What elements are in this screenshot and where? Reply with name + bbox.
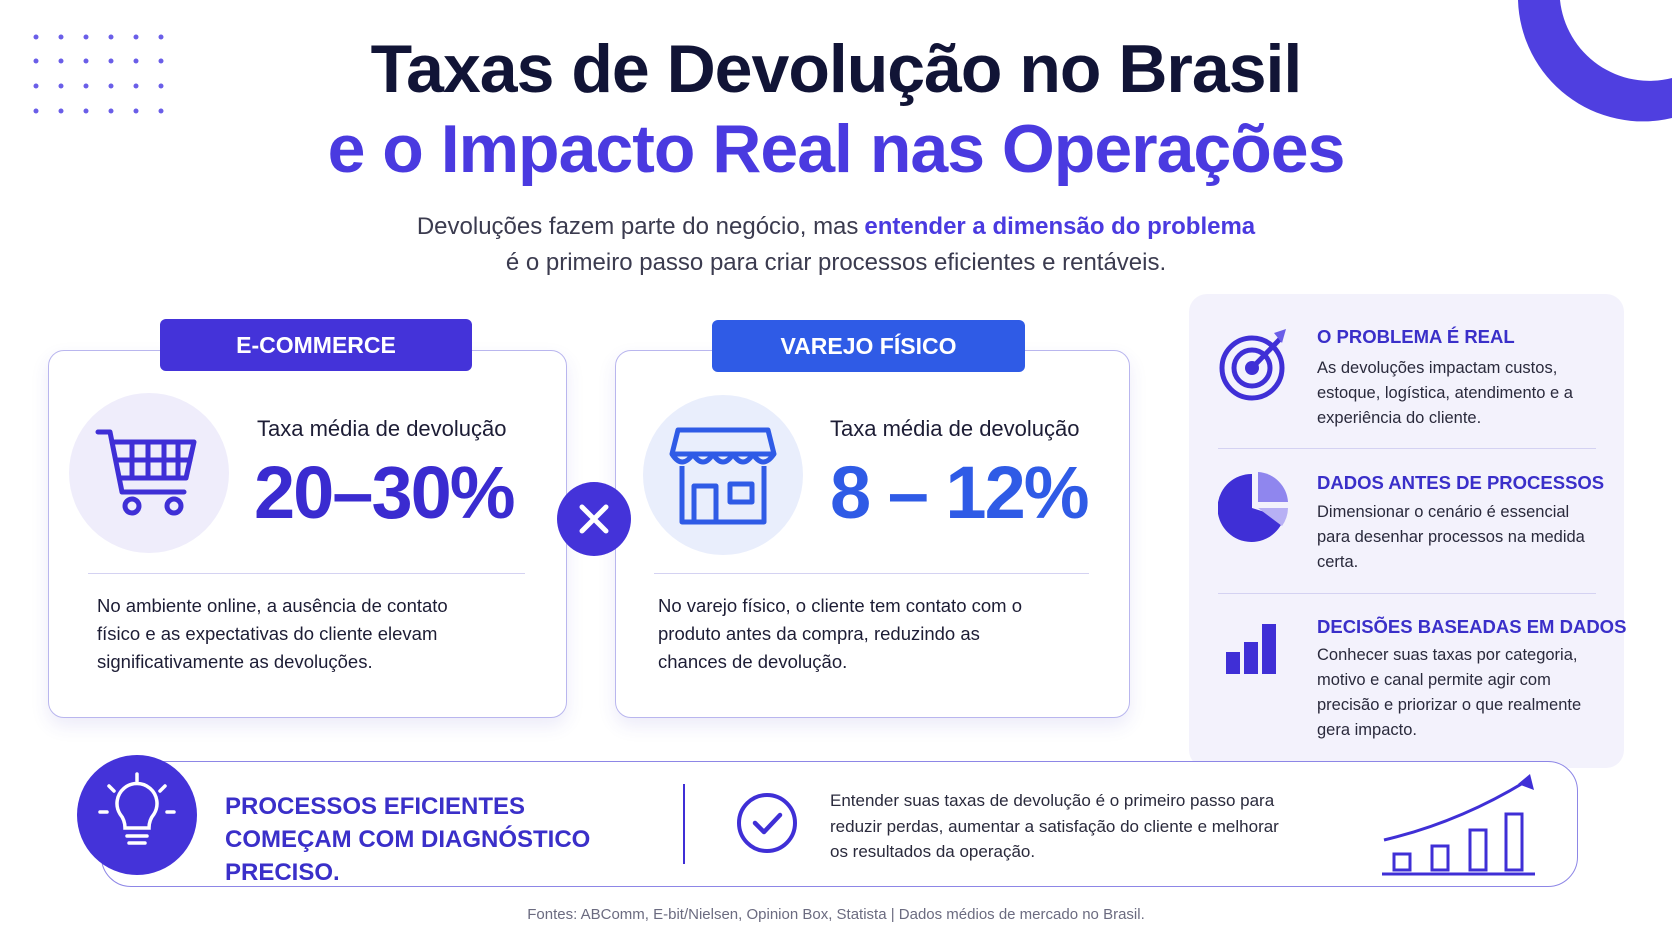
subtitle: Devoluções fazem parte do negócio, mas en… (0, 213, 1672, 241)
footer: Fontes: ABComm, E-bit/Nielsen, Opinion B… (527, 906, 1145, 923)
corner-arc (1518, 0, 1672, 122)
subtitle-highlight: entender a dimensão do problema (864, 213, 1256, 240)
growth-icon (1382, 774, 1535, 876)
card-tag: VAREJO FÍSICO (712, 320, 1025, 372)
store-icon (643, 395, 803, 555)
rate-value: 20–30% (254, 451, 516, 534)
divider (1218, 593, 1596, 594)
rate-value: 8 – 12% (830, 451, 1090, 534)
insight-text: As devoluções impactam custos, estoque, … (1317, 359, 1573, 427)
banner-divider (683, 784, 685, 864)
card-description: No ambiente online, a ausência de contat… (97, 595, 448, 672)
rate-label: Taxa média de devolução (257, 416, 507, 441)
insight-title: DECISÕES BASEADAS EM DADOS (1317, 616, 1627, 637)
title-line2: e o Impacto Real nas Operações (327, 111, 1346, 187)
divider (88, 573, 525, 574)
versus-icon (557, 482, 631, 556)
title-line1: Taxas de Devolução no Brasil (370, 31, 1303, 107)
subtitle-start: Devoluções fazem parte do negócio, mas (416, 213, 859, 240)
banner-headline: PROCESSOS EFICIENTES COMEÇAM COM DIAGNÓS… (225, 793, 591, 886)
banner-text: Entender suas taxas de devolução é o pri… (830, 791, 1279, 861)
insight-text: Conhecer suas taxas por categoria, motiv… (1317, 646, 1582, 739)
insight-title: O PROBLEMA É REAL (1317, 326, 1515, 347)
target-icon (1219, 329, 1286, 401)
card-tag: E-COMMERCE (160, 319, 472, 371)
subtitle-line2: é o primeiro passo para criar processos … (505, 249, 1167, 276)
cart-icon (69, 393, 229, 553)
bars-icon (1226, 624, 1276, 674)
divider (654, 573, 1089, 574)
pie-icon (1218, 472, 1288, 542)
divider (1218, 448, 1596, 449)
insight-text: Dimensionar o cenário é essencial para d… (1317, 503, 1585, 571)
banner (101, 761, 1578, 887)
dot-grid (33, 34, 164, 114)
card-description: No varejo físico, o cliente tem contato … (658, 595, 1023, 672)
check-icon (737, 793, 797, 853)
bulb-icon (77, 755, 197, 875)
rate-label: Taxa média de devolução (830, 416, 1080, 441)
insight-title: DADOS ANTES DE PROCESSOS (1317, 472, 1605, 493)
